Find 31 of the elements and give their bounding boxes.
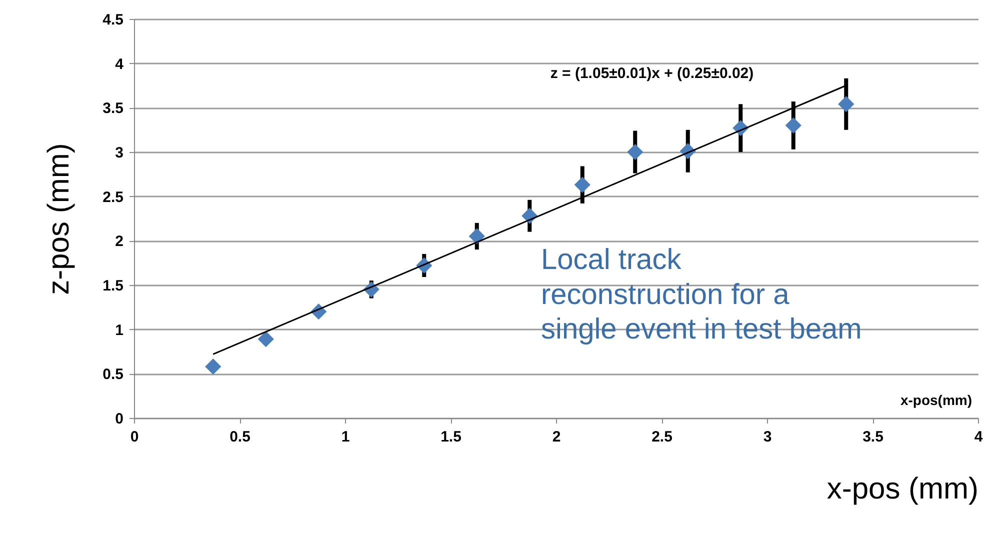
x-tick-label: 0 xyxy=(130,428,139,446)
y-tick-label: 4.5 xyxy=(102,12,124,28)
point xyxy=(468,228,485,244)
point xyxy=(258,331,274,348)
point xyxy=(838,96,854,112)
point xyxy=(205,358,222,375)
x-tick-label: 4 xyxy=(974,428,984,446)
y-tick-label: 2.5 xyxy=(102,188,124,206)
y-tick-label: 4 xyxy=(115,56,124,73)
y-tick-label: 3 xyxy=(115,144,124,162)
x-tick-label: 3.5 xyxy=(862,428,884,446)
point xyxy=(627,144,644,160)
y-tick-label: 1 xyxy=(115,322,124,339)
y-tick-label: 1.5 xyxy=(102,278,124,294)
point xyxy=(785,117,802,134)
x-tick-label: 2 xyxy=(552,428,561,446)
x-tick-label: 1.5 xyxy=(440,428,462,446)
y-tick-label: 2 xyxy=(115,233,124,250)
y-tick-label: 3.5 xyxy=(102,100,124,118)
y-tick-label: 0.5 xyxy=(102,366,124,384)
annotation: x-pos(mm) xyxy=(900,392,972,408)
y-axis-title: z-pos (mm) xyxy=(42,143,76,295)
x-tick-label: 0.5 xyxy=(230,428,250,446)
x-tick-label: 3 xyxy=(763,428,772,446)
x-tick-label: 1 xyxy=(341,428,350,446)
annotation: z = (1.05±0.01)x + (0.25±0.02) xyxy=(550,65,754,82)
x-axis-title: x-pos (mm) xyxy=(826,472,978,506)
x-tick-label: 2.5 xyxy=(652,428,672,446)
annotation: Local track reconstruction for a single event in test beam xyxy=(541,244,862,346)
point xyxy=(574,176,590,193)
y-tick-label: 0 xyxy=(115,410,124,428)
